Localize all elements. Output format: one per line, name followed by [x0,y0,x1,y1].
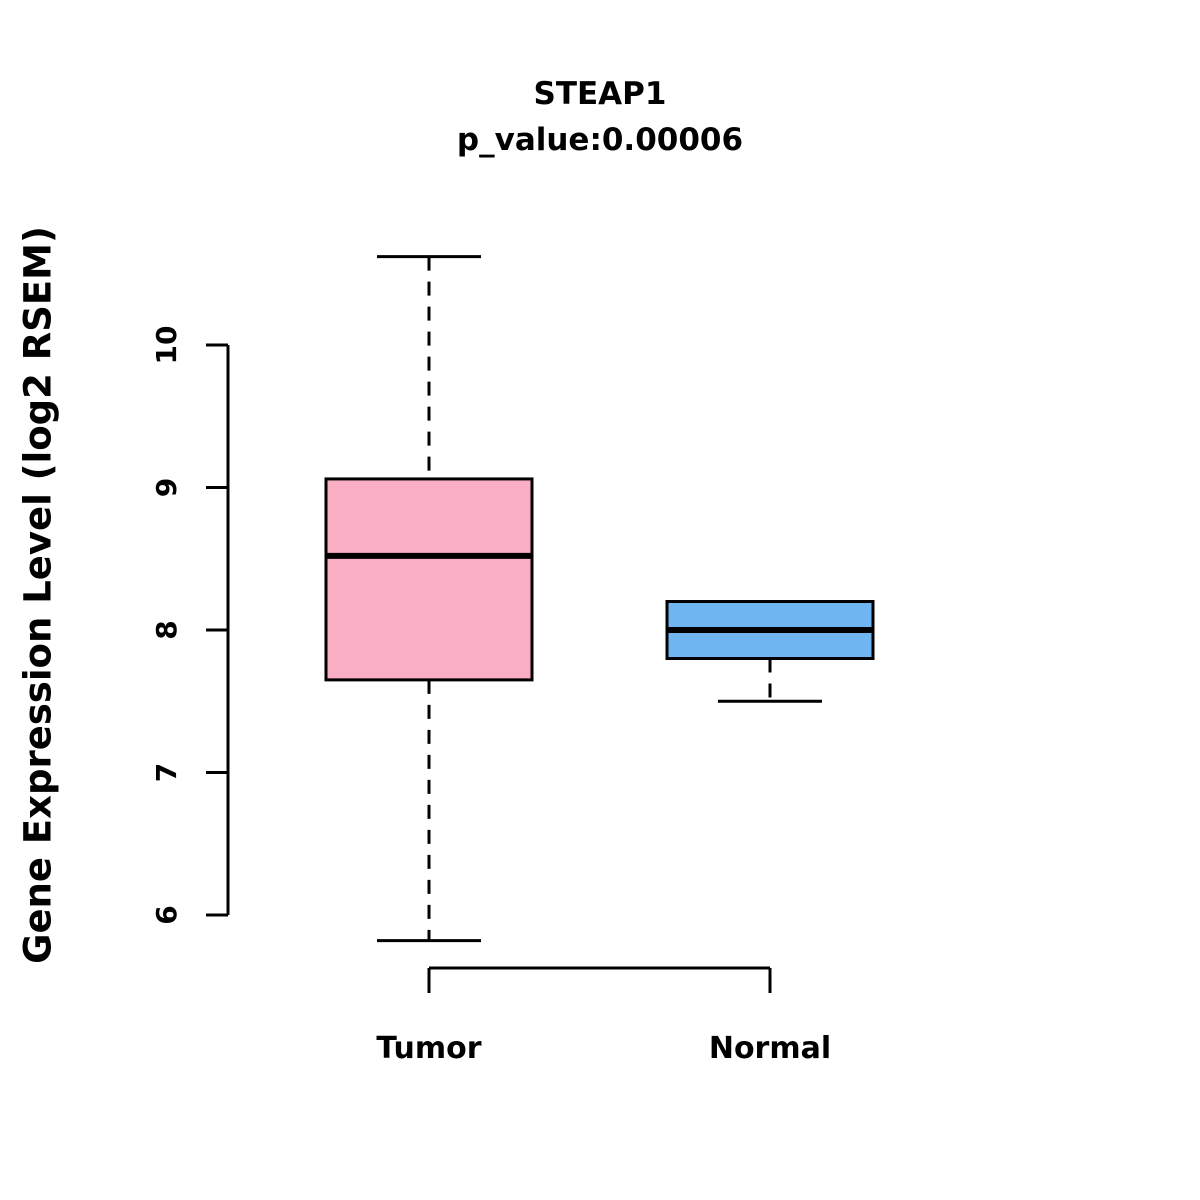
chart-title: STEAP1 [533,76,667,112]
y-tick-label-7: 7 [150,763,183,782]
y-axis-title: Gene Expression Level (log2 RSEM) [16,226,60,964]
y-tick-label-8: 8 [150,620,183,639]
category-label-tumor: Tumor [376,1031,481,1066]
tumor-box [324,477,534,682]
y-tick-label-9: 9 [150,478,183,497]
chart-subtitle: p_value:0.00006 [456,122,744,158]
y-tick-label-6: 6 [150,905,183,924]
category-label-normal: Normal [709,1031,831,1066]
y-tick-label-10: 10 [150,326,183,365]
